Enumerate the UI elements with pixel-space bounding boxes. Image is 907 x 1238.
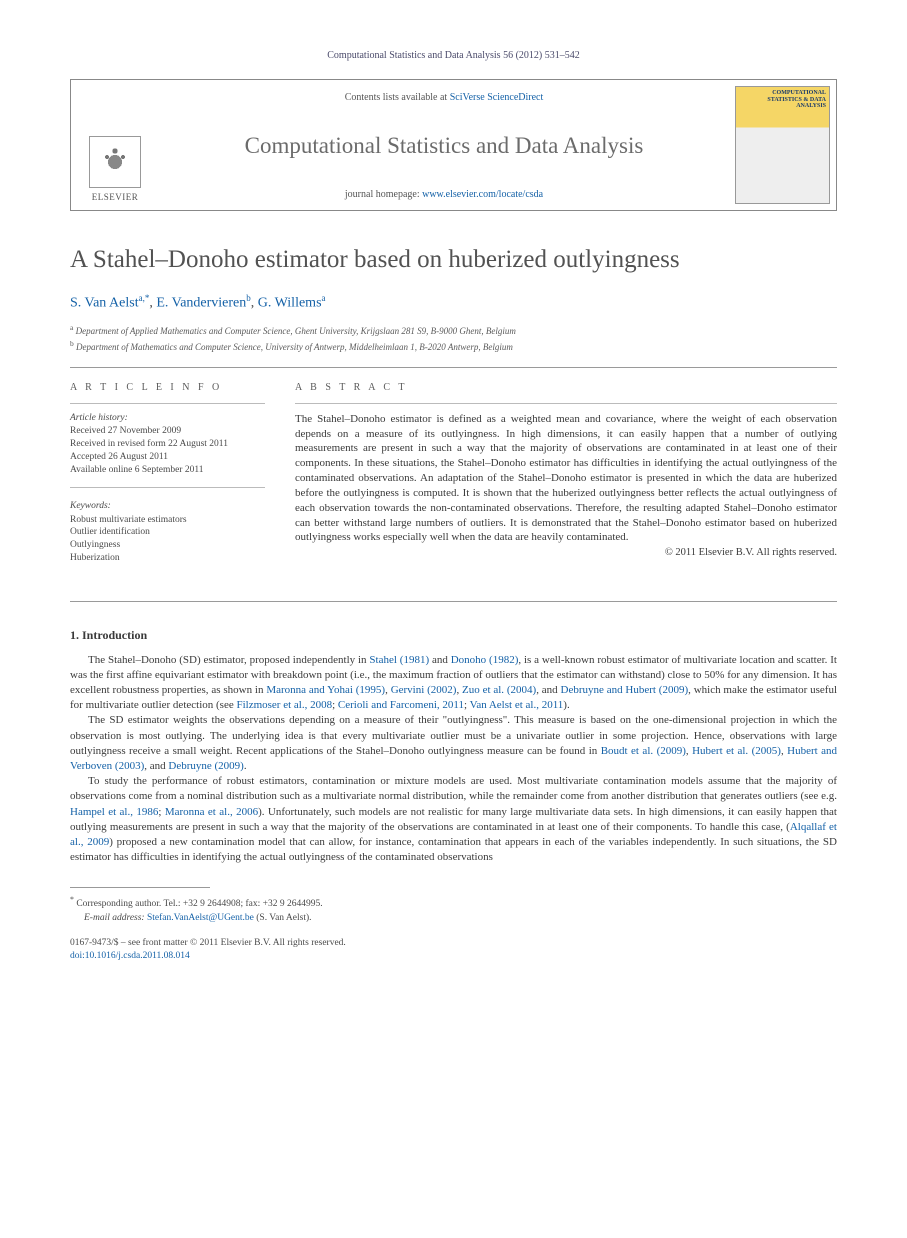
abstract-text: The Stahel–Donoho estimator is defined a… xyxy=(295,412,837,546)
citation-link[interactable]: Gervini (2002) xyxy=(391,684,457,696)
publisher-label: ELSEVIER xyxy=(92,192,139,202)
history-line-2: Accepted 26 August 2011 xyxy=(70,451,265,464)
history-line-3: Available online 6 September 2011 xyxy=(70,464,265,477)
bottom-block: 0167-9473/$ – see front matter © 2011 El… xyxy=(70,937,837,964)
intro-paragraph: The Stahel–Donoho (SD) estimator, propos… xyxy=(70,653,837,714)
citation-link[interactable]: Maronna and Yohai (1995) xyxy=(266,684,385,696)
affiliation-b: b Department of Mathematics and Computer… xyxy=(70,338,837,355)
article-history-block: Article history: Received 27 November 20… xyxy=(70,403,265,488)
citation-link[interactable]: Debruyne (2009) xyxy=(168,760,243,772)
sciencedirect-link[interactable]: SciVerse ScienceDirect xyxy=(450,92,544,103)
keywords-label: Keywords: xyxy=(70,500,265,513)
email-footnote: E-mail address: Stefan.VanAelst@UGent.be… xyxy=(70,912,837,925)
citation-link[interactable]: Boudt et al. (2009) xyxy=(601,745,686,757)
homepage-prefix: journal homepage: xyxy=(345,189,422,200)
keyword-1: Outlier identification xyxy=(70,526,265,539)
footnotes: * Corresponding author. Tel.: +32 9 2644… xyxy=(70,894,837,925)
citation-link[interactable]: Hampel et al., 1986 xyxy=(70,806,158,818)
keywords-block: Keywords: Robust multivariate estimators… xyxy=(70,500,265,575)
cover-title: COMPUTATIONAL STATISTICS & DATA ANALYSIS xyxy=(739,90,826,110)
citation-link[interactable]: Van Aelst et al., 2011 xyxy=(470,699,564,711)
abstract-column: A B S T R A C T The Stahel–Donoho estima… xyxy=(295,382,837,587)
email-paren: (S. Van Aelst). xyxy=(256,913,311,923)
citation-link[interactable]: Zuo et al. (2004) xyxy=(462,684,536,696)
abstract-rule xyxy=(295,403,837,404)
copyright-line: © 2011 Elsevier B.V. All rights reserved… xyxy=(295,547,837,558)
doi-line: doi:10.1016/j.csda.2011.08.014 xyxy=(70,950,837,963)
keyword-2: Outlyingness xyxy=(70,539,265,552)
contents-line: Contents lists available at SciVerse Sci… xyxy=(345,92,544,103)
affiliation-a: a Department of Applied Mathematics and … xyxy=(70,322,837,339)
citation-link[interactable]: Alqallaf et al., 2009 xyxy=(70,821,837,848)
history-label: Article history: xyxy=(70,412,265,425)
keyword-3: Huberization xyxy=(70,552,265,565)
issn-line: 0167-9473/$ – see front matter © 2011 El… xyxy=(70,937,837,950)
citation-link[interactable]: Donoho (1982) xyxy=(451,654,519,666)
intro-body: The Stahel–Donoho (SD) estimator, propos… xyxy=(70,653,837,865)
author-link-3[interactable]: G. Willems xyxy=(258,296,322,311)
author-link-2[interactable]: E. Vandervieren xyxy=(156,296,246,311)
homepage-link[interactable]: www.elsevier.com/locate/csda xyxy=(422,189,543,200)
doi-label[interactable]: doi: xyxy=(70,951,85,961)
intro-paragraph: The SD estimator weights the observation… xyxy=(70,713,837,774)
author-link-1[interactable]: S. Van Aelst xyxy=(70,296,139,311)
elsevier-tree-icon xyxy=(89,136,141,188)
author-3-affil-sup: a xyxy=(322,293,326,303)
banner-center: Contents lists available at SciVerse Sci… xyxy=(159,80,729,210)
keyword-0: Robust multivariate estimators xyxy=(70,514,265,527)
article-title: A Stahel–Donoho estimator based on huber… xyxy=(70,245,837,275)
journal-banner: ELSEVIER Contents lists available at Sci… xyxy=(70,79,837,211)
rule-mid xyxy=(70,601,837,602)
authors-list: S. Van Aelsta,*, E. Vandervierenb, G. Wi… xyxy=(70,293,837,312)
section-heading-intro: 1. Introduction xyxy=(70,628,837,643)
citation-link[interactable]: Debruyne and Hubert (2009) xyxy=(561,684,689,696)
info-abstract-row: A R T I C L E I N F O Article history: R… xyxy=(70,382,837,587)
email-link[interactable]: Stefan.VanAelst@UGent.be xyxy=(147,913,254,923)
doi-link[interactable]: 10.1016/j.csda.2011.08.014 xyxy=(85,951,190,961)
header-citation: Computational Statistics and Data Analys… xyxy=(70,50,837,61)
journal-homepage: journal homepage: www.elsevier.com/locat… xyxy=(345,189,543,200)
email-label: E-mail address: xyxy=(84,913,145,923)
citation-link[interactable]: Hubert et al. (2005) xyxy=(692,745,781,757)
citation-link[interactable]: Stahel (1981) xyxy=(369,654,429,666)
affiliations: a Department of Applied Mathematics and … xyxy=(70,322,837,355)
corresponding-footnote: * Corresponding author. Tel.: +32 9 2644… xyxy=(70,894,837,911)
page-root: Computational Statistics and Data Analys… xyxy=(0,0,907,1004)
corr-text: Corresponding author. Tel.: +32 9 264490… xyxy=(76,899,322,909)
footnote-rule xyxy=(70,887,210,888)
journal-title: Computational Statistics and Data Analys… xyxy=(245,133,644,159)
contents-prefix: Contents lists available at xyxy=(345,92,450,103)
cover-thumb-wrap: COMPUTATIONAL STATISTICS & DATA ANALYSIS xyxy=(729,80,836,210)
citation-link[interactable]: Cerioli and Farcomeni, 2011 xyxy=(338,699,464,711)
history-line-1: Received in revised form 22 August 2011 xyxy=(70,438,265,451)
citation-link[interactable]: Filzmoser et al., 2008 xyxy=(236,699,332,711)
publisher-block: ELSEVIER xyxy=(71,80,159,210)
citation-link[interactable]: Maronna et al., 2006 xyxy=(165,806,258,818)
intro-paragraph: To study the performance of robust estim… xyxy=(70,774,837,865)
article-info-column: A R T I C L E I N F O Article history: R… xyxy=(70,382,265,587)
journal-cover-thumb: COMPUTATIONAL STATISTICS & DATA ANALYSIS xyxy=(735,86,830,204)
article-info-heading: A R T I C L E I N F O xyxy=(70,382,265,393)
corr-symbol: * xyxy=(70,895,74,904)
history-line-0: Received 27 November 2009 xyxy=(70,425,265,438)
rule-top xyxy=(70,367,837,368)
abstract-heading: A B S T R A C T xyxy=(295,382,837,393)
